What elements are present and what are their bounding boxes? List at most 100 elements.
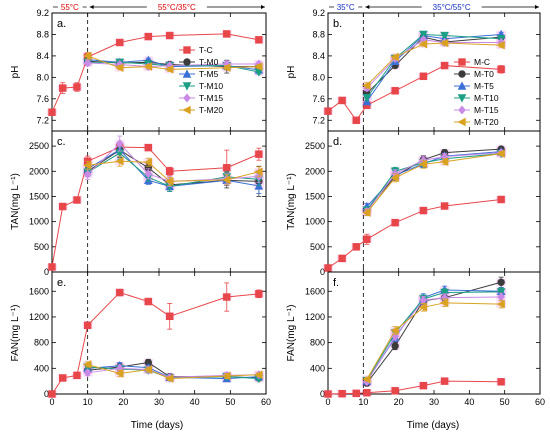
- data-point: [254, 167, 263, 177]
- x-tick-label: 0: [49, 397, 54, 407]
- x-tick-label: 10: [358, 397, 368, 407]
- legend: M-C M-T0 M-T5 M-T10 M-T15 M-T20: [454, 57, 499, 127]
- data-point: [418, 159, 428, 169]
- data-point: [144, 169, 153, 179]
- data-point: [496, 40, 505, 50]
- data-point: [418, 303, 428, 312]
- series-T-C: [48, 30, 263, 116]
- series-line: [87, 149, 259, 186]
- temperature-phase-1: 35°C: [337, 3, 355, 12]
- y-tick-label: 1200: [305, 312, 325, 322]
- series-line: [327, 198, 502, 269]
- data-point: [166, 312, 174, 321]
- data-point: [83, 321, 92, 329]
- data-point: [352, 389, 360, 398]
- data-point: [116, 288, 124, 297]
- legend-entry: T-M10: [199, 81, 223, 91]
- legend-entry: T-M0: [199, 57, 219, 67]
- data-point: [223, 293, 231, 301]
- data-point: [143, 157, 152, 167]
- legend-entry: M-C: [474, 57, 490, 67]
- data-point: [439, 298, 449, 308]
- series-shade: [361, 287, 507, 385]
- legend-entry: M-T20: [474, 117, 499, 127]
- data-point: [144, 32, 152, 41]
- data-point: [83, 51, 92, 61]
- data-point: [115, 139, 124, 149]
- data-point: [496, 149, 505, 158]
- y-tick-label: 9.2: [312, 8, 325, 18]
- legend-marker: [458, 70, 466, 78]
- series-shade: [361, 149, 507, 215]
- series-line: [87, 365, 259, 380]
- data-point: [222, 371, 231, 381]
- data-point: [439, 157, 449, 167]
- x-tick-label: 60: [261, 397, 271, 407]
- data-point: [166, 167, 174, 175]
- x-tick-label: 30: [154, 397, 164, 407]
- legend-marker: [458, 105, 466, 115]
- legend-marker: [457, 94, 467, 103]
- data-point: [338, 96, 346, 105]
- data-point: [363, 235, 371, 243]
- x-axis-title-right: Time (days): [407, 420, 459, 431]
- x-tick-label: 40: [190, 397, 200, 407]
- y-tick-label: 0: [44, 389, 49, 399]
- plot-frame: [327, 12, 541, 132]
- y-tick-label: 8.4: [312, 51, 325, 61]
- data-point: [362, 374, 371, 384]
- series-line: [87, 152, 259, 187]
- series-shade: [47, 29, 264, 117]
- data-point: [73, 196, 81, 204]
- data-point: [165, 65, 174, 74]
- series-line: [87, 367, 259, 378]
- series-M-T20: [362, 38, 505, 90]
- panel-label: a.: [57, 18, 66, 30]
- data-point: [362, 94, 372, 103]
- temperature-phase-2: 55°C/35°C: [158, 3, 196, 12]
- plot-frame: [51, 130, 267, 273]
- data-point: [48, 263, 56, 271]
- y-tick-label: 800: [34, 338, 49, 348]
- y-tick-label: 0: [320, 389, 325, 399]
- series-line: [87, 363, 259, 380]
- series-line: [366, 302, 502, 380]
- panel-label: c.: [57, 136, 66, 148]
- data-point: [419, 381, 428, 390]
- legend-entry: M-T5: [474, 81, 494, 91]
- data-point: [255, 150, 263, 158]
- legend: T-C T-M0 T-M5 T-M10 T-M15 T-M20: [179, 45, 223, 115]
- series-M-T5: [362, 146, 506, 211]
- legend-marker: [182, 105, 191, 115]
- x-tick-label: 50: [500, 397, 510, 407]
- data-point: [390, 52, 399, 62]
- y-tick-label: 1000: [29, 217, 49, 227]
- data-point: [418, 39, 428, 49]
- data-point: [419, 72, 428, 80]
- data-point: [338, 389, 346, 398]
- y-tick-label: 8.8: [36, 29, 49, 39]
- legend-entry: T-M15: [199, 93, 223, 103]
- legend-marker: [457, 81, 467, 90]
- y-tick-label: 7.2: [312, 115, 325, 125]
- data-point: [440, 202, 449, 210]
- y-tick-label: 500: [310, 242, 325, 252]
- data-point: [255, 290, 263, 298]
- series-line: [366, 296, 502, 383]
- series-shade: [361, 298, 507, 384]
- data-point: [391, 87, 399, 95]
- y-tick-label: 1000: [305, 217, 325, 227]
- series-M-C: [324, 195, 505, 272]
- data-point: [497, 195, 505, 204]
- y-tick-label: 400: [310, 363, 325, 373]
- data-point: [58, 84, 67, 92]
- arrow-head: [535, 5, 539, 9]
- series-line: [87, 148, 259, 187]
- temperature-phase-1: 55°C: [61, 3, 79, 12]
- data-point: [254, 62, 263, 71]
- y-tick-label: 2000: [29, 166, 49, 176]
- series-M-T15: [363, 148, 505, 217]
- data-point: [83, 160, 92, 170]
- series-T-M20: [83, 51, 263, 74]
- x-tick-label: 0: [325, 397, 330, 407]
